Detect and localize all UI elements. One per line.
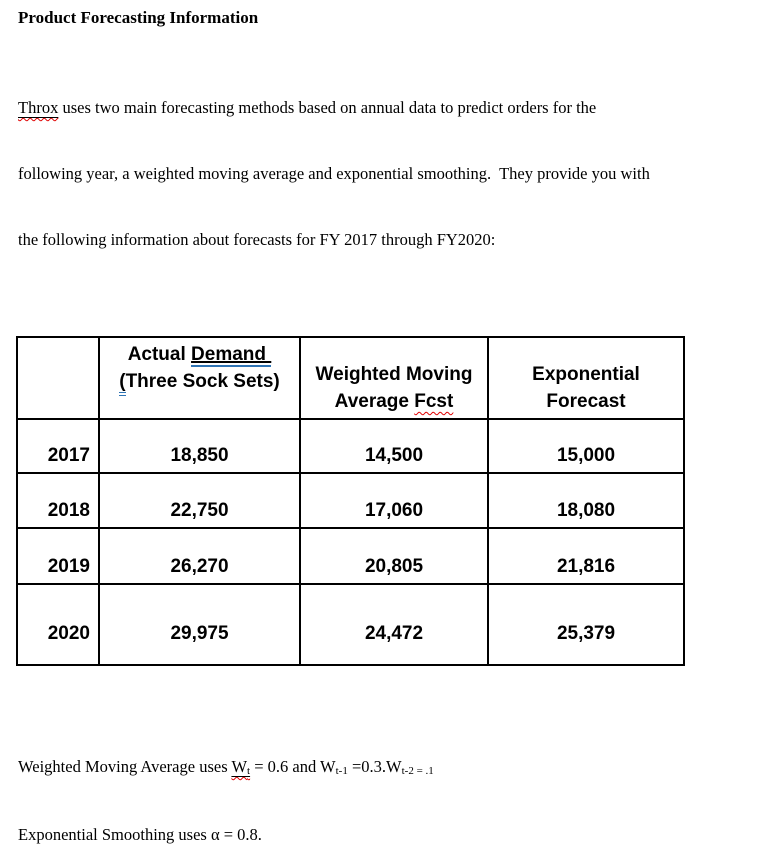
table-row: 2019 26,270 20,805 21,816	[16, 527, 685, 585]
table-header-row: Actual Demand (Three Sock Sets) Weighted…	[16, 336, 685, 420]
table-header-empty	[16, 336, 100, 420]
misspelled-term-wt: Wt	[231, 757, 251, 777]
actual-demand-cell: 29,975	[98, 583, 301, 666]
year-cell: 2018	[16, 472, 100, 529]
wma-forecast-cell: 20,805	[299, 527, 489, 585]
page-title: Product Forecasting Information	[18, 8, 259, 27]
forecast-table: Actual Demand (Three Sock Sets) Weighted…	[16, 336, 685, 666]
actual-demand-cell: 26,270	[98, 527, 301, 585]
exponential-forecast-cell: 18,080	[487, 472, 685, 529]
table-header-exponential-forecast: Exponential Forecast	[487, 336, 685, 420]
wma-forecast-cell: 24,472	[299, 583, 489, 666]
intro-line-1: Throx uses two main forecasting methods …	[18, 98, 597, 117]
grammar-underlined-word-demand: Demand	[191, 344, 272, 367]
exponential-forecast-cell: 21,816	[487, 527, 685, 585]
table-header-actual-demand: Actual Demand (Three Sock Sets)	[98, 336, 301, 420]
table-header-weighted-moving-average: Weighted Moving Average Fcst	[299, 336, 489, 420]
intro-line-3: the following information about forecast…	[18, 230, 496, 249]
wma-formula-line: Weighted Moving Average uses Wt = 0.6 an…	[18, 757, 434, 777]
exponential-forecast-cell: 25,379	[487, 583, 685, 666]
table-row: 2020 29,975 24,472 25,379	[16, 583, 685, 666]
misspelled-word-throx: Throx	[18, 98, 59, 117]
wma-forecast-cell: 14,500	[299, 418, 489, 474]
year-cell: 2020	[16, 583, 100, 666]
grammar-marked-paren: (	[119, 371, 126, 396]
year-cell: 2019	[16, 527, 100, 585]
year-cell: 2017	[16, 418, 100, 474]
formula-notes: Weighted Moving Average uses Wt = 0.6 an…	[18, 714, 766, 866]
exp-smoothing-formula-line: Exponential Smoothing uses α = 0.8.	[18, 825, 262, 844]
intro-paragraph: Throx uses two main forecasting methods …	[18, 53, 766, 273]
intro-line-2: following year, a weighted moving averag…	[18, 164, 650, 183]
table-row: 2017 18,850 14,500 15,000	[16, 418, 685, 474]
wma-forecast-cell: 17,060	[299, 472, 489, 529]
actual-demand-cell: 22,750	[98, 472, 301, 529]
misspelled-word-fcst: Fcst	[414, 391, 454, 412]
actual-demand-cell: 18,850	[98, 418, 301, 474]
table-row: 2018 22,750 17,060 18,080	[16, 472, 685, 529]
exponential-forecast-cell: 15,000	[487, 418, 685, 474]
